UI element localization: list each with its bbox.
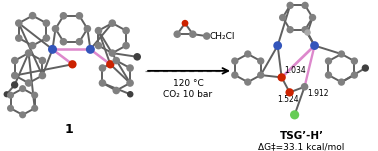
Point [352,74,358,76]
Point [127,82,133,84]
Point [245,81,251,83]
Point [99,82,105,84]
Point [302,86,308,88]
Point [127,93,133,95]
Point [325,60,332,62]
Point [96,44,102,47]
Point [113,59,119,62]
Point [32,107,38,109]
Point [232,74,238,76]
Point [305,31,311,34]
Point [287,91,293,94]
Point [43,22,50,24]
Point [53,27,59,30]
Point [258,60,264,62]
Point [8,94,14,96]
Point [123,44,129,47]
Point [32,94,38,96]
Point [113,89,119,92]
Point [338,81,344,83]
Point [76,40,82,43]
Text: ΔG‡=33.1 kcal/mol: ΔG‡=33.1 kcal/mol [259,142,345,151]
Text: 1: 1 [64,123,73,136]
Point [60,40,67,43]
Text: CH₂Cl: CH₂Cl [210,32,235,41]
Point [279,76,285,79]
Point [174,33,180,35]
Point [70,63,76,66]
Point [291,114,297,116]
Point [204,35,210,37]
Point [134,56,140,58]
Point [26,52,32,54]
Point [107,63,113,66]
Point [280,16,286,19]
Point [12,84,18,86]
Point [8,107,14,109]
Point [12,74,18,77]
Point [12,59,18,62]
Point [302,29,308,31]
Point [16,37,22,39]
Point [258,74,264,76]
Point [123,29,129,32]
Point [39,59,45,62]
Point [29,14,36,17]
Point [182,22,188,24]
Point [310,16,316,19]
Point [109,52,115,54]
Point [275,44,281,47]
Point [60,15,67,17]
Point [20,87,26,90]
Text: 1.912: 1.912 [308,89,329,98]
Point [39,74,45,77]
Point [50,48,56,51]
Point [87,48,93,51]
Point [84,27,90,30]
Text: TSG’-H’: TSG’-H’ [280,131,324,141]
Text: 1.524: 1.524 [278,95,299,104]
Point [302,4,308,7]
Point [127,67,133,69]
Point [109,22,115,24]
Point [338,53,344,55]
Point [29,44,36,47]
Point [76,15,82,17]
Point [311,44,318,47]
Text: CO₂ 10 bar: CO₂ 10 bar [163,90,212,99]
Point [96,29,102,32]
Point [20,114,26,116]
Point [232,60,238,62]
Point [99,67,105,69]
Point [287,29,293,31]
Point [352,60,358,62]
Point [245,53,251,55]
Point [287,4,293,7]
Point [325,74,332,76]
Point [363,67,369,69]
Text: 1.034: 1.034 [285,66,307,75]
Point [16,22,22,24]
Point [190,33,196,35]
Point [26,82,32,84]
Point [43,37,50,39]
Point [4,93,10,95]
Text: 120 °C: 120 °C [173,79,203,88]
